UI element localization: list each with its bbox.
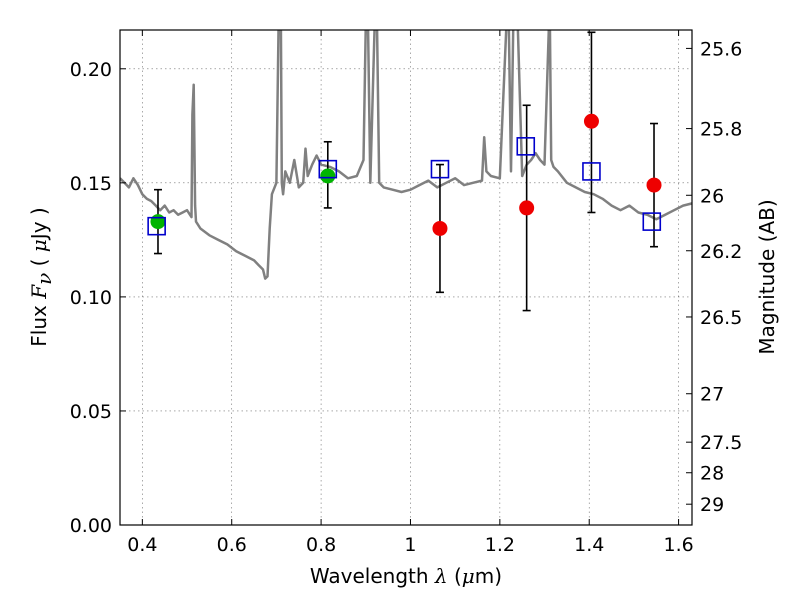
model-point — [147, 216, 166, 236]
y-axis-unit-mu: μ — [27, 239, 51, 252]
data-point — [519, 200, 535, 216]
plot-area — [120, 30, 692, 312]
y-tick-label: 0.15 — [70, 173, 112, 195]
model-point — [642, 212, 662, 231]
x-axis-unit-mu: μ — [462, 564, 475, 588]
y-tick-label: 0.05 — [70, 401, 112, 423]
y2-tick-label: 27.5 — [700, 432, 742, 454]
x-tick-label: 1.6 — [663, 534, 693, 556]
y2-tick-label: 26.2 — [700, 241, 742, 263]
y-axis-symbol: F — [27, 284, 51, 300]
x-tick-label: 0.4 — [127, 534, 157, 556]
y-tick-label: 0.00 — [70, 515, 112, 537]
y2-tick-label: 27 — [700, 384, 724, 406]
y-axis-title: Flux Fν ( μJy ) — [27, 207, 56, 346]
x-axis-title: Wavelength λ (μm) — [310, 564, 502, 588]
y2-tick-label: 26.5 — [700, 307, 742, 329]
x-axis-unit-rest: m) — [475, 564, 502, 588]
x-tick-label: 1 — [404, 534, 416, 556]
x-tick-label: 0.8 — [306, 534, 336, 556]
x-axis-symbol: λ — [434, 564, 448, 588]
y-tick-label: 0.10 — [70, 287, 112, 309]
plot-frame — [119, 29, 693, 526]
x-axis-unit-open: ( — [454, 564, 462, 588]
x-tick-label: 1.4 — [574, 534, 604, 556]
y-axis-unit-rest: Jy ) — [27, 207, 51, 241]
data-point — [646, 177, 662, 193]
y-axis-unit-open: ( — [27, 259, 51, 267]
data-point — [320, 168, 336, 184]
model-point — [318, 159, 338, 179]
y2-tick-label: 26 — [700, 185, 724, 207]
y-tick-label: 0.20 — [70, 59, 112, 81]
y2-tick-label: 28 — [700, 463, 724, 485]
x-tick-label: 0.6 — [217, 534, 247, 556]
data-point — [583, 113, 599, 129]
model-point — [430, 159, 450, 179]
template-spectrum-line — [120, 30, 692, 280]
tick-layer: 0.4 0.6 0.8 1 1.2 1.4 1.6 0.00 0.05 0.10 0.15 0.20 2… — [70, 30, 742, 556]
y2-tick-label: 29 — [700, 494, 724, 516]
y-axis-symbol-sub: ν — [32, 273, 56, 285]
y2-axis-title: Magnitude (AB) — [755, 199, 779, 354]
model-point — [516, 137, 536, 156]
y2-tick-label: 25.8 — [700, 119, 742, 141]
y2-tick-label: 25.6 — [700, 38, 742, 60]
data-point — [432, 220, 448, 236]
model-point — [582, 162, 601, 181]
x-tick-label: 1.2 — [485, 534, 515, 556]
data-point — [150, 214, 166, 230]
grid-layer — [120, 30, 692, 526]
